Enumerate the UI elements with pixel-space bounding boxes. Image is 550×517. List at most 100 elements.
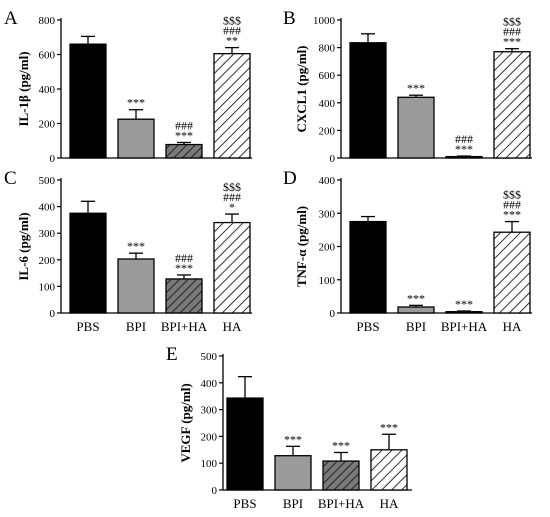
bar-bpi-ha: [445, 155, 483, 159]
significance-label: ###: [223, 190, 241, 204]
bar-bpi-ha: [445, 311, 483, 314]
x-tick-label-bpi: BPI: [126, 319, 146, 334]
significance-label: ###: [175, 118, 193, 132]
y-tick-label: 0: [50, 153, 56, 165]
significance-label: ***: [407, 81, 425, 95]
significance-label: ***: [503, 35, 521, 49]
y-tick-label: 200: [39, 255, 56, 267]
significance-label: $$$: [223, 180, 241, 194]
panel-letter: D: [283, 168, 297, 189]
y-tick-label: 0: [50, 308, 56, 320]
significance-label: ***: [284, 432, 302, 446]
significance-label: ***: [332, 438, 350, 452]
significance-label: ***: [380, 420, 398, 434]
significance-label: ***: [407, 291, 425, 305]
y-tick-label: 400: [39, 84, 56, 96]
significance-label: $$$: [503, 188, 521, 202]
bar-ha: [213, 221, 251, 314]
y-axis-label: IL-1β (pg/ml): [16, 51, 31, 126]
significance-label: ###: [503, 25, 521, 39]
y-tick-label: 300: [201, 405, 218, 417]
y-tick-label: 200: [39, 119, 56, 131]
y-tick-label: 500: [201, 351, 218, 363]
significance-label: *: [229, 200, 235, 214]
y-tick-label: 400: [39, 202, 56, 214]
bar-bpi: [117, 118, 155, 159]
bar-ha: [493, 51, 531, 159]
panel-letter: E: [166, 344, 178, 365]
y-tick-label: 100: [319, 275, 336, 287]
significance-label: ###: [455, 132, 473, 146]
bar-pbs: [226, 397, 264, 491]
chart-panel-e: E VEGF (pg/ml) 0 100 200 300 400 500 PBS *** BPI **…: [166, 344, 412, 511]
panel-letter: A: [4, 8, 18, 29]
y-axis-label: CXCL1 (pg/ml): [294, 45, 309, 132]
y-tick-label: 300: [39, 228, 56, 240]
y-tick-label: 200: [319, 242, 336, 254]
significance-label: ***: [455, 297, 473, 311]
panel-letter: B: [283, 8, 296, 29]
bar-pbs: [349, 42, 387, 159]
bar-bpi-ha: [165, 278, 203, 314]
chart-panel-c: C IL-6 (pg/ml) 0 100 200 300 400 500 PBS *** BPI ##…: [4, 168, 252, 334]
y-tick-label: 400: [319, 98, 336, 110]
significance-label: $$$: [503, 15, 521, 29]
y-tick-label: 500: [39, 175, 56, 187]
y-axis-label: VEGF (pg/ml): [178, 383, 193, 462]
panel-letter: C: [4, 168, 17, 189]
y-tick-label: 0: [330, 153, 336, 165]
bar-bpi: [117, 258, 155, 314]
significance-label: ###: [175, 251, 193, 265]
bar-bpi: [397, 306, 435, 314]
x-tick-label-bpi: BPI: [283, 496, 303, 511]
y-tick-label: 0: [212, 485, 218, 497]
bar-bpi: [397, 96, 435, 159]
x-tick-label-bpi-ha: BPI+HA: [161, 319, 208, 334]
y-tick-label: 200: [201, 431, 218, 443]
bar-ha: [213, 52, 251, 159]
significance-label: ###: [503, 198, 521, 212]
significance-label: **: [226, 34, 238, 48]
y-tick-label: 100: [201, 458, 218, 470]
bar-ha: [370, 449, 408, 491]
y-tick-label: 300: [319, 208, 336, 220]
chart-panel-d: D TNF-α (pg/ml) 0 100 200 300 400 PBS *** BPI *** B…: [283, 168, 532, 334]
y-tick-label: 400: [319, 175, 336, 187]
x-tick-label-bpi-ha: BPI+HA: [318, 496, 365, 511]
y-tick-label: 100: [39, 281, 56, 293]
x-tick-label-bpi: BPI: [406, 319, 426, 334]
y-tick-label: 800: [319, 43, 336, 55]
y-tick-label: 600: [39, 50, 56, 62]
x-tick-label-pbs: PBS: [356, 319, 379, 334]
chart-panels: AIL-1β (pg/ml)0200400600800***###***$$$#…: [4, 8, 532, 511]
significance-label: ***: [127, 96, 145, 110]
significance-label: ***: [175, 261, 193, 275]
y-axis-label: IL-6 (pg/ml): [16, 212, 31, 280]
bar-pbs: [69, 212, 107, 314]
bar-bpi-ha: [165, 143, 203, 159]
x-tick-label-bpi-ha: BPI+HA: [441, 319, 488, 334]
significance-label: ***: [175, 128, 193, 142]
x-tick-label-ha: HA: [380, 496, 399, 511]
y-tick-label: 600: [319, 70, 336, 82]
bar-pbs: [349, 220, 387, 314]
chart-panel-a: AIL-1β (pg/ml)0200400600800***###***$$$#…: [4, 8, 252, 165]
significance-label: ***: [455, 142, 473, 156]
y-tick-label: 1000: [313, 15, 336, 27]
significance-label: ###: [223, 24, 241, 38]
bar-bpi: [274, 455, 312, 491]
significance-label: $$$: [223, 14, 241, 28]
y-tick-label: 400: [201, 378, 218, 390]
x-tick-label-pbs: PBS: [76, 319, 99, 334]
y-tick-label: 0: [330, 308, 336, 320]
x-tick-label-ha: HA: [503, 319, 522, 334]
significance-label: ***: [503, 208, 521, 222]
x-tick-label-ha: HA: [223, 319, 242, 334]
bar-bpi-ha: [322, 460, 360, 491]
y-axis-label: TNF-α (pg/ml): [294, 206, 309, 287]
x-tick-label-pbs: PBS: [233, 496, 256, 511]
y-tick-label: 800: [39, 15, 56, 27]
y-tick-label: 200: [319, 125, 336, 137]
